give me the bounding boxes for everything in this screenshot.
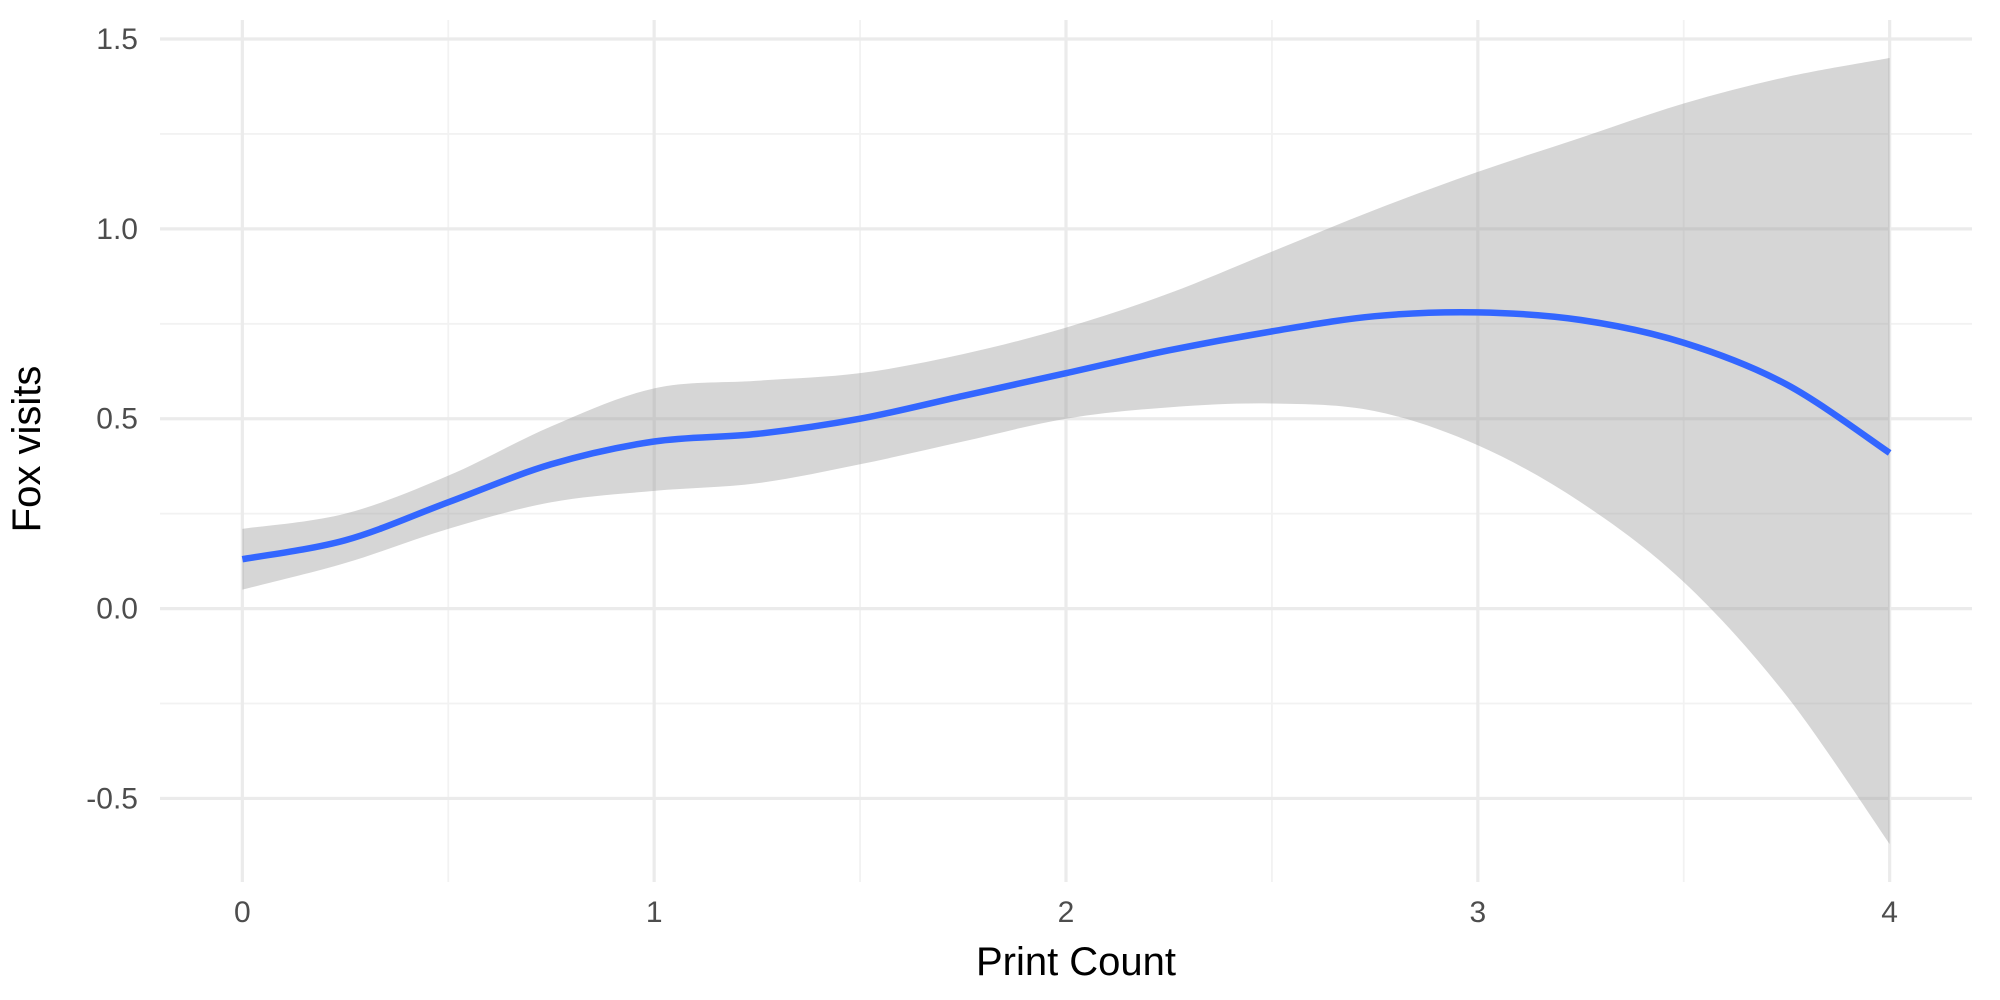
trend-line-layer xyxy=(241,308,1892,563)
x-tick-label: 1 xyxy=(646,896,663,929)
x-tick-label: 0 xyxy=(234,896,251,929)
y-tick-label: -0.5 xyxy=(86,782,138,815)
confidence-ribbon xyxy=(242,57,1890,845)
y-tick-label: 1.5 xyxy=(96,23,138,56)
x-tick-label: 3 xyxy=(1469,896,1486,929)
trend-line xyxy=(241,308,1892,563)
y-tick-labels: -0.5 0.0 0.5 1.0 1.5 xyxy=(86,23,138,815)
x-axis-title: Print Count xyxy=(976,940,1176,984)
x-tick-label: 4 xyxy=(1881,896,1898,929)
y-axis-title: Fox visits xyxy=(5,366,49,533)
y-tick-label: 1.0 xyxy=(96,213,138,246)
x-tick-labels: 0 1 2 3 4 xyxy=(234,896,1898,929)
y-tick-label: 0.5 xyxy=(96,403,138,436)
confidence-ribbon-layer xyxy=(242,57,1890,845)
x-tick-label: 2 xyxy=(1058,896,1075,929)
y-tick-label: 0.0 xyxy=(96,593,138,626)
